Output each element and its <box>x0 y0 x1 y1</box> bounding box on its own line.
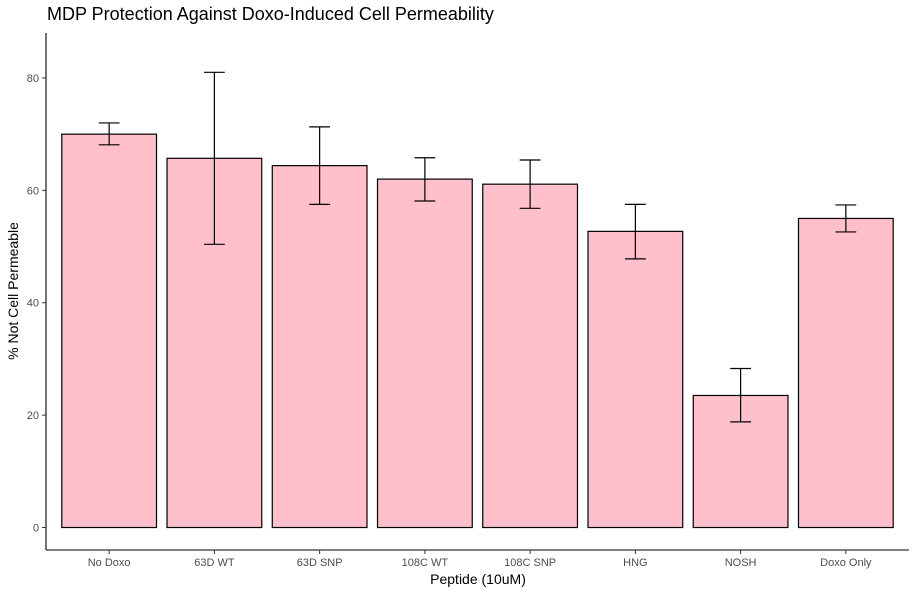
y-axis: 0 20 40 60 80 <box>27 33 47 550</box>
x-axis-title: Peptide (10uM) <box>430 571 526 587</box>
y-tick-label: 80 <box>27 73 39 85</box>
bar <box>797 217 894 529</box>
bars-group <box>61 133 894 529</box>
errorbars-group <box>98 71 857 423</box>
x-tick-label: 63D SNP <box>297 557 343 569</box>
bar <box>587 230 684 529</box>
chart-title: MDP Protection Against Doxo-Induced Cell… <box>47 4 494 24</box>
x-tick-label: 63D WT <box>194 557 235 569</box>
x-tick-label: No Doxo <box>88 557 131 569</box>
y-tick-label: 40 <box>27 298 39 310</box>
bar <box>482 183 579 529</box>
y-tick-label: 60 <box>27 185 39 197</box>
x-tick-label: HNG <box>623 557 647 569</box>
y-tick-label: 0 <box>33 523 39 535</box>
bar <box>61 133 158 529</box>
y-axis-title: % Not Cell Permeable <box>5 222 21 360</box>
x-tick-label: NOSH <box>725 557 757 569</box>
x-axis: No Doxo 63D WT 63D SNP 108C WT 108C SNP HNG NO… <box>46 549 909 569</box>
x-tick-label: 108C WT <box>402 557 449 569</box>
x-tick-label: Doxo Only <box>820 557 872 569</box>
bar <box>271 165 368 529</box>
bar <box>376 178 473 529</box>
y-tick-label: 20 <box>27 410 39 422</box>
x-tick-label: 108C SNP <box>504 557 556 569</box>
